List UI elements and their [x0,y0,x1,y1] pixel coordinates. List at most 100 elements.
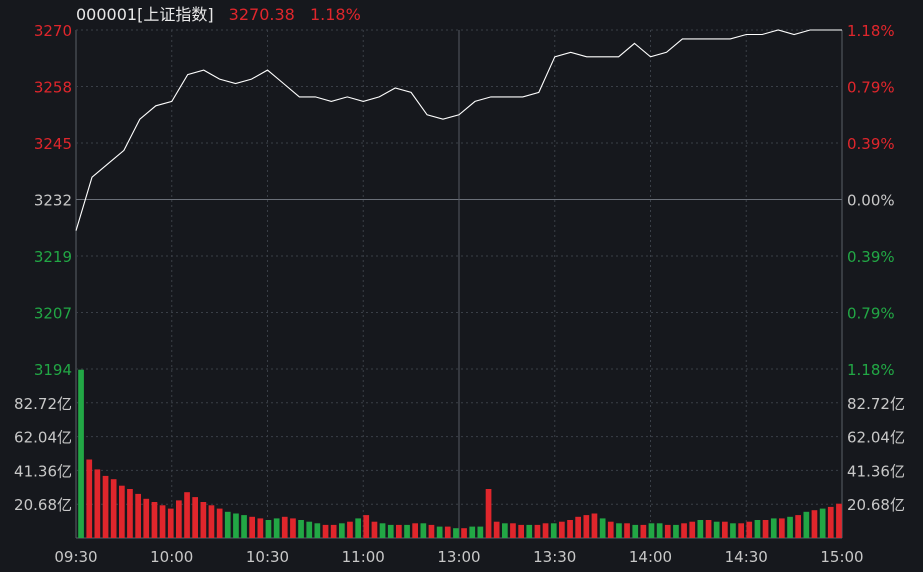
price-line [75,29,842,231]
price-axis-tick-left: 3207 [34,305,72,323]
volume-bar [754,520,761,538]
volume-bar [567,520,573,538]
volume-bar [526,524,533,538]
pct-axis-tick-right: 1.18% [847,361,895,379]
price-axis-tick-left: 3258 [34,79,72,97]
volume-axis-tick-right: 82.72亿 [847,395,905,413]
volume-bar [787,516,793,538]
volume-axis-tick-left: 41.36亿 [14,462,72,480]
price-axis-tick-left: 3270 [34,22,72,40]
volume-bar [314,523,321,538]
volume-bar [591,513,598,538]
time-axis-tick: 11:00 [342,548,385,566]
pct-axis-tick-right: 0.00% [847,192,895,210]
volume-bar [762,520,769,538]
volume-bar [371,521,378,538]
volume-axis-tick-left: 82.72亿 [14,395,72,413]
volume-bar [493,521,500,538]
volume-bar [119,485,125,538]
chart-header: 000001[上证指数] 3270.38 1.18% [76,4,371,26]
volume-bar [192,497,198,538]
volume-bar [599,518,606,538]
volume-bar [559,521,565,538]
volume-bar [249,516,255,538]
volume-bar [436,526,443,538]
volume-bar [127,489,133,538]
index-price-label: 3270.38 [228,5,295,24]
volume-bar [339,523,345,538]
volume-bar [355,518,361,538]
volume-bar [689,521,696,538]
time-axis-tick: 14:00 [629,548,672,566]
volume-bar [583,515,590,538]
time-axis-tick: 09:30 [54,548,97,566]
pct-axis-tick-right: 0.39% [847,135,895,153]
index-change-label: 1.18% [309,5,361,24]
volume-bar [208,505,215,538]
volume-bar [363,515,370,538]
volume-bar [624,523,630,538]
volume-bar [257,518,264,538]
volume-bar [102,475,109,538]
volume-bar [396,524,402,538]
volume-bar [518,524,524,538]
volume-bar [290,518,296,538]
volume-bar [216,508,223,538]
volume-bar [730,523,736,538]
volume-bar [176,500,182,538]
axis-labels: 3270 1.18% 3258 0.79% 3245 0.39% 3232 0.00% 3219… [14,22,905,566]
time-axis-tick: 15:00 [820,548,863,566]
volume-bar [167,508,174,538]
volume-bar [673,524,679,538]
volume-bar [827,506,834,538]
volume-bar [273,518,280,538]
volume-bar [387,524,394,538]
volume-bar [811,510,818,538]
volume-bar [444,526,451,538]
volume-bar [746,521,753,538]
price-axis-tick-left: 3194 [34,361,72,379]
volume-bar [640,524,647,538]
volume-bar [803,511,810,538]
volume-bar [110,479,117,538]
volume-bar [379,523,386,538]
time-axis-tick: 10:30 [246,548,289,566]
volume-bar [94,469,101,538]
time-axis-tick: 10:00 [150,548,193,566]
chart-grid [75,29,843,539]
volume-axis-tick-right: 62.04亿 [847,429,905,447]
volume-bar [836,503,842,538]
volume-bar [224,511,231,538]
volume-bar [656,523,663,538]
volume-bar [322,524,329,538]
index-code-label: 000001[上证指数] [76,5,214,24]
price-axis-tick-left: 3245 [34,135,72,153]
volume-bar [241,515,247,538]
volume-bar [420,523,427,538]
time-axis-tick: 13:30 [533,548,576,566]
volume-bar [632,524,639,538]
volume-bar [461,528,467,538]
volume-bar [607,521,614,538]
volume-bar [705,520,712,538]
volume-bar [681,523,687,538]
volume-bar [616,523,622,538]
volume-bar [770,518,777,538]
volume-bar [713,521,720,538]
volume-bar [738,523,744,538]
volume-bar [78,369,84,538]
volume-bar [151,502,158,538]
volume-bar [265,520,272,538]
volume-bar [200,502,207,538]
pct-axis-tick-right: 0.39% [847,248,895,266]
volume-bar [819,508,826,538]
volume-bar [143,498,150,538]
volume-axis-tick-right: 41.36亿 [847,462,905,480]
time-axis-tick: 13:00 [437,548,480,566]
volume-bar [428,524,435,538]
volume-bar [542,523,549,538]
price-axis-tick-left: 3232 [34,192,72,210]
volume-bar [485,489,492,538]
